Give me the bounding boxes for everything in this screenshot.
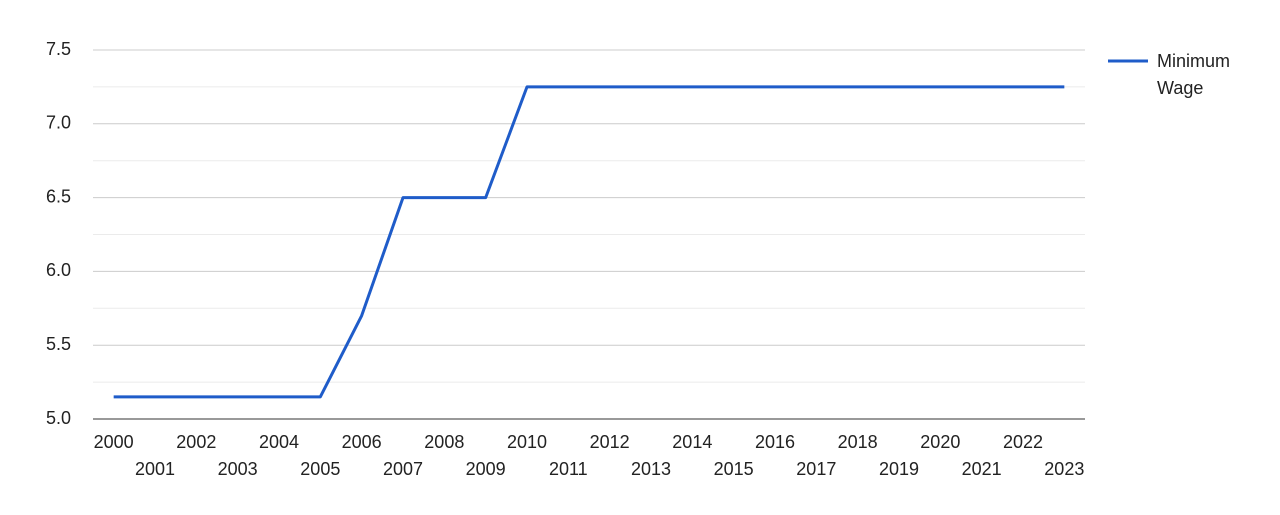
x-tick-label: 2001: [135, 459, 175, 479]
series-line: [113, 85, 1065, 399]
x-tick-label: 2009: [466, 459, 506, 479]
x-tick-label: 2005: [300, 459, 340, 479]
x-tick-label: 2020: [920, 432, 960, 452]
y-tick-label: 5.0: [46, 408, 71, 428]
y-tick-label: 6.5: [46, 186, 71, 206]
x-tick-label: 2022: [1003, 432, 1043, 452]
x-tick-label: 2018: [838, 432, 878, 452]
x-tick-label: 2006: [342, 432, 382, 452]
x-tick-label: 2007: [383, 459, 423, 479]
y-tick-label: 7.5: [46, 39, 71, 59]
x-tick-label: 2019: [879, 459, 919, 479]
x-tick-label: 2023: [1044, 459, 1084, 479]
y-tick-label: 7.0: [46, 113, 71, 133]
x-tick-label: 2021: [962, 459, 1002, 479]
x-tick-label: 2003: [218, 459, 258, 479]
x-tick-label: 2002: [176, 432, 216, 452]
x-tick-label: 2008: [424, 432, 464, 452]
y-tick-label: 5.5: [46, 334, 71, 354]
legend-label: Minimum Wage: [1157, 51, 1231, 98]
x-tick-label: 2000: [94, 432, 134, 452]
x-tick-label: 2004: [259, 432, 299, 452]
x-tick-label: 2013: [631, 459, 671, 479]
x-tick-label: 2010: [507, 432, 547, 452]
x-tick-label: 2016: [755, 432, 795, 452]
x-tick-label: 2015: [714, 459, 754, 479]
y-tick-label: 6.0: [46, 260, 71, 280]
x-tick-label: 2017: [796, 459, 836, 479]
x-tick-label: 2014: [672, 432, 712, 452]
x-tick-label: 2012: [590, 432, 630, 452]
x-tick-label: 2011: [549, 459, 588, 479]
